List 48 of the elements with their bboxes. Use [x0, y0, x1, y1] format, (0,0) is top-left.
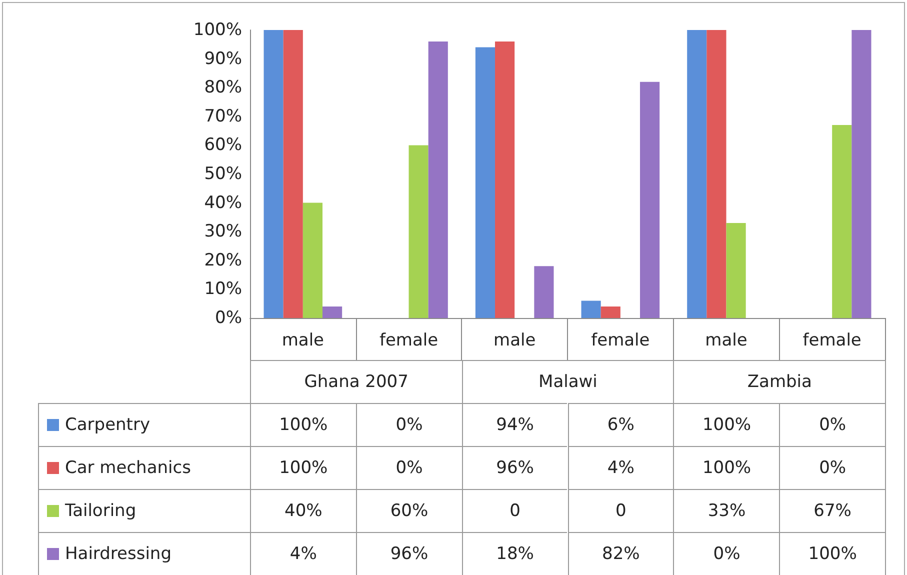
- y-tick-label: 80%: [204, 78, 242, 98]
- data-label: 100%: [673, 403, 780, 446]
- y-tick-label: 0%: [215, 308, 242, 328]
- data-label: 0%: [356, 446, 462, 489]
- legend-label: Car mechanics: [65, 458, 191, 478]
- data-label: 6%: [568, 403, 674, 446]
- data-label: 0: [462, 489, 568, 532]
- x-tick-label: female: [802, 330, 862, 350]
- y-tick-label: 50%: [204, 164, 242, 184]
- data-label: 0%: [779, 446, 885, 489]
- data-label: 4%: [568, 446, 674, 489]
- y-tick-label: 20%: [204, 250, 242, 270]
- data-label: 96%: [356, 532, 462, 575]
- data-label: 18%: [462, 532, 568, 575]
- legend-label: Tailoring: [65, 501, 136, 521]
- y-tick-label: 40%: [204, 192, 242, 213]
- data-label: 33%: [673, 489, 780, 532]
- y-tick-label: 100%: [193, 20, 242, 40]
- y-tick-label: 10%: [204, 279, 242, 300]
- data-label: 100%: [250, 403, 356, 446]
- data-label: 100%: [673, 446, 780, 489]
- data-label: 0: [568, 489, 674, 532]
- text: Zambia: [673, 360, 885, 403]
- data-label: 67%: [779, 489, 885, 532]
- y-tick-label: 70%: [204, 106, 242, 126]
- legend-label: Hairdressing: [65, 544, 172, 564]
- x-tick-label: male: [705, 330, 748, 350]
- data-label: 40%: [250, 489, 356, 532]
- x-tick-label: male: [493, 330, 536, 350]
- y-tick-label: 90%: [204, 48, 242, 69]
- data-label: 0%: [779, 403, 885, 446]
- text: Malawi: [462, 360, 674, 403]
- data-label: 60%: [356, 489, 462, 532]
- x-tick-label: female: [591, 330, 650, 350]
- legend-label: Carpentry: [65, 415, 150, 435]
- x-tick-label: male: [282, 330, 324, 350]
- data-label: 96%: [462, 446, 568, 489]
- x-tick-label: female: [379, 330, 438, 350]
- data-label: 4%: [250, 532, 356, 575]
- text: Ghana 2007: [250, 360, 462, 403]
- data-label: 82%: [568, 532, 674, 575]
- data-label: 0%: [673, 532, 780, 575]
- data-label: 0%: [356, 403, 462, 446]
- data-label: 94%: [462, 403, 568, 446]
- y-tick-label: 30%: [204, 222, 242, 242]
- data-label: 100%: [779, 532, 885, 575]
- y-tick-label: 60%: [204, 135, 242, 156]
- data-label: 100%: [250, 446, 356, 489]
